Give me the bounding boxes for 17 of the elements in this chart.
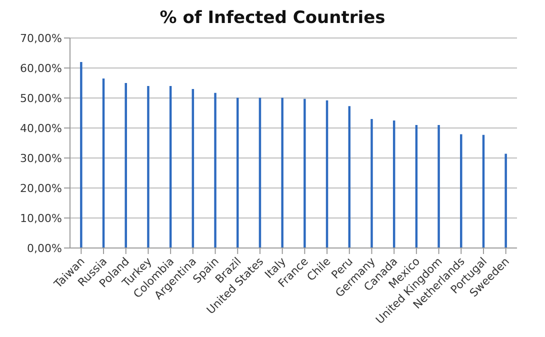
y-tick-label: 10,00%: [20, 212, 62, 225]
bar: [147, 86, 150, 248]
bar: [438, 125, 440, 248]
y-tick-label: 0,00%: [27, 242, 62, 255]
bar: [281, 98, 284, 248]
bar: [214, 92, 216, 248]
y-tick-label: 60,00%: [20, 62, 62, 75]
y-tick-label: 20,00%: [20, 182, 62, 195]
bar: [304, 98, 306, 248]
y-tick-label: 70,00%: [20, 32, 62, 45]
bar: [504, 154, 507, 248]
y-tick-label: 30,00%: [20, 152, 62, 165]
chart-title: % of Infected Countries: [158, 8, 386, 28]
bar: [80, 62, 82, 248]
y-tick-label: 50,00%: [20, 92, 62, 105]
y-tick-label: 40,00%: [20, 122, 62, 135]
bar: [370, 119, 373, 248]
